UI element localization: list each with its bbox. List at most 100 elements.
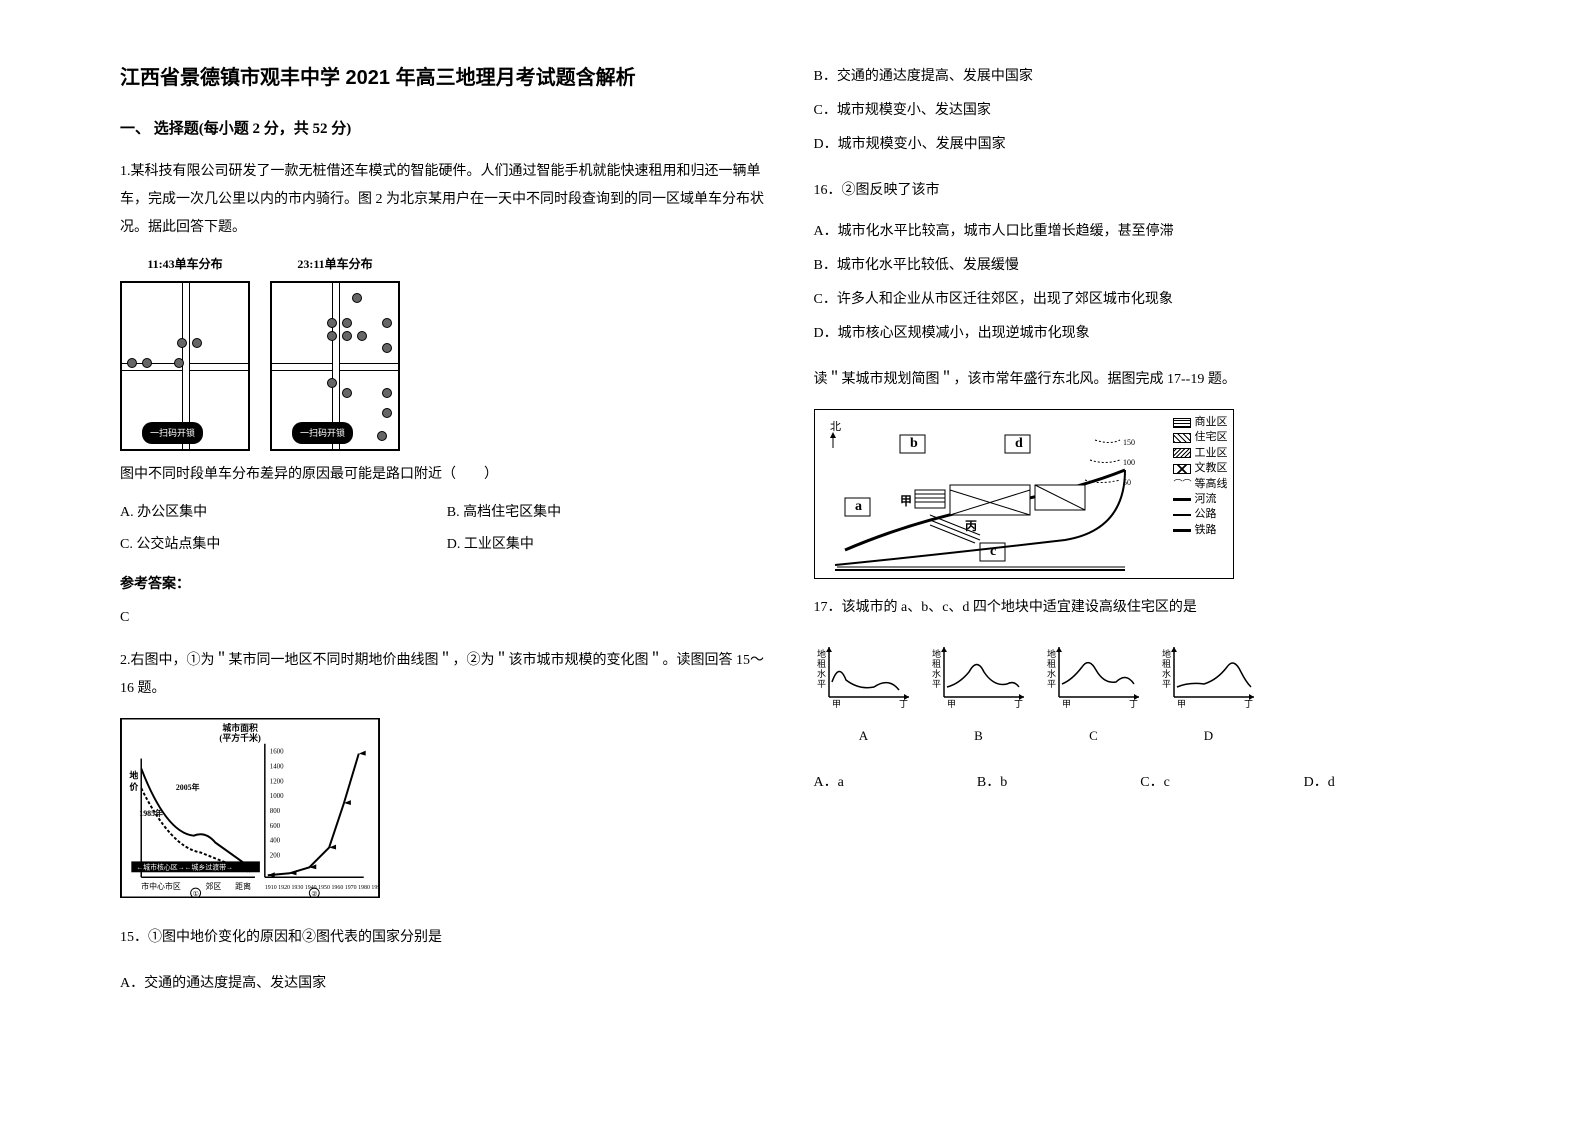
- option-c: C. 公交站点集中: [120, 529, 447, 561]
- option-b: B. 高档住宅区集中: [447, 497, 774, 529]
- map-image: 一扫码开锁: [120, 281, 250, 451]
- option-d: D．d: [1304, 768, 1467, 797]
- svg-text:100: 100: [1123, 458, 1135, 467]
- question-1: 1.某科技有限公司研发了一款无桩借还车模式的智能硬件。人们通过智能手机就能快速租…: [120, 158, 774, 632]
- svg-text:租: 租: [1047, 659, 1056, 669]
- svg-text:←城市核心区→←城乡过渡带→: ←城市核心区→←城乡过渡带→: [136, 862, 233, 871]
- city-planning-map: 北 b d a c 甲 乙 丙: [814, 409, 1234, 579]
- svg-text:水: 水: [932, 668, 941, 679]
- svg-text:1600: 1600: [270, 749, 284, 756]
- svg-text:甲: 甲: [900, 494, 912, 508]
- options: A. 办公区集中 B. 高档住宅区集中 C. 公交站点集中 D. 工业区集中: [120, 497, 774, 561]
- svg-text:平: 平: [1162, 679, 1171, 689]
- map-image: 一扫码开锁: [270, 281, 400, 451]
- svg-text:②: ②: [311, 890, 317, 898]
- svg-text:北: 北: [830, 420, 841, 433]
- svg-text:1400: 1400: [270, 763, 284, 770]
- svg-text:c: c: [990, 544, 996, 559]
- svg-text:200: 200: [270, 852, 281, 859]
- rent-level-charts: 地 租 水 平 甲 丁 A 地 租 水 平: [814, 642, 1468, 748]
- question-text: 2.右图中，①为＂某市同一地区不同时期地价曲线图＂，②为＂该市城市规模的变化图＂…: [120, 653, 764, 696]
- svg-text:租: 租: [932, 659, 941, 669]
- svg-text:水: 水: [1162, 668, 1171, 679]
- question-15-options-cont: B．交通的通达度提高、发展中国家 C．城市规模变小、发达国家 D．城市规模变小、…: [814, 60, 1468, 162]
- option-a: A．交通的通达度提高、发达国家: [120, 967, 774, 1001]
- svg-text:城市面积: 城市面积: [222, 722, 258, 733]
- bike-map-1143: 11:43单车分布 一扫码开锁: [120, 252, 250, 451]
- city-map-svg: 北 b d a c 甲 乙 丙: [815, 410, 1235, 580]
- answer-label: 参考答案：: [120, 571, 774, 599]
- question-text: 16．②图反映了该市: [814, 177, 1468, 205]
- svg-text:丁: 丁: [1129, 699, 1138, 709]
- question-text: 1.某科技有限公司研发了一款无桩借还车模式的智能硬件。人们通过智能手机就能快速租…: [120, 164, 764, 235]
- svg-text:地: 地: [129, 769, 138, 780]
- chart-label: B: [929, 724, 1029, 747]
- svg-text:平: 平: [1047, 679, 1056, 689]
- rent-chart-b: 地 租 水 平 甲 丁 B: [929, 642, 1029, 748]
- svg-text:600: 600: [270, 823, 281, 830]
- question-15-option-a: A．交通的通达度提高、发达国家: [120, 967, 774, 1001]
- option-b: B．交通的通达度提高、发展中国家: [814, 60, 1468, 94]
- scan-label: 一扫码开锁: [292, 422, 353, 444]
- svg-text:400: 400: [270, 838, 281, 845]
- rent-chart-a: 地 租 水 平 甲 丁 A: [814, 642, 914, 748]
- option-a: A. 办公区集中: [120, 497, 447, 529]
- question-2: 2.右图中，①为＂某市同一地区不同时期地价曲线图＂，②为＂该市城市规模的变化图＂…: [120, 647, 774, 952]
- option-b: B．城市化水平比较低、发展缓慢: [814, 249, 1468, 283]
- svg-text:租: 租: [817, 659, 826, 669]
- city-map-intro: 读＂某城市规划简图＂，该市常年盛行东北风。据图完成 17--19 题。: [814, 366, 1468, 394]
- svg-text:甲: 甲: [1062, 699, 1071, 709]
- bike-map-2311: 23:11单车分布 一扫码开锁: [270, 252, 400, 451]
- scan-label: 一扫码开锁: [142, 422, 203, 444]
- svg-text:地: 地: [1162, 648, 1171, 659]
- svg-text:甲: 甲: [1177, 699, 1186, 709]
- option-d: D．城市规模变小、发展中国家: [814, 128, 1468, 162]
- svg-text:d: d: [1015, 436, 1023, 451]
- rent-chart-d: 地 租 水 平 甲 丁 D: [1159, 642, 1259, 748]
- svg-text:800: 800: [270, 808, 281, 815]
- option-b: B．b: [977, 768, 1140, 797]
- option-a: A．a: [814, 768, 977, 797]
- svg-text:租: 租: [1162, 659, 1171, 669]
- svg-text:距离: 距离: [235, 881, 251, 891]
- svg-text:平: 平: [817, 679, 826, 689]
- svg-text:价: 价: [129, 782, 138, 792]
- chart-svg: 城市面积 (平方千米) 地 价 2005年 1985年 市中心市区 郊区 距离 …: [120, 718, 380, 898]
- option-c: C．c: [1140, 768, 1303, 797]
- option-a: A．城市化水平比较高，城市人口比重增长趋缓，甚至停滞: [814, 215, 1468, 249]
- svg-text:50: 50: [1123, 478, 1131, 487]
- question-17: 17．该城市的 a、b、c、d 四个地块中适宜建设高级住宅区的是: [814, 594, 1468, 622]
- svg-text:1000: 1000: [270, 793, 284, 800]
- svg-text:b: b: [910, 436, 918, 451]
- section-heading: 一、 选择题(每小题 2 分，共 52 分): [120, 116, 774, 143]
- svg-text:150: 150: [1123, 438, 1135, 447]
- svg-text:丁: 丁: [1244, 699, 1253, 709]
- map-legend: 商业区 住宅区 工业区 文教区 ⌒⌒等高线 河流 公路 铁路: [1173, 415, 1227, 538]
- chart-label: C: [1044, 724, 1144, 747]
- map-title: 23:11单车分布: [270, 252, 400, 276]
- svg-text:水: 水: [1047, 668, 1056, 679]
- question-text: 17．该城市的 a、b、c、d 四个地块中适宜建设高级住宅区的是: [814, 594, 1468, 622]
- svg-text:①: ①: [193, 890, 199, 898]
- svg-text:1200: 1200: [270, 778, 284, 785]
- chart-label: D: [1159, 724, 1259, 747]
- svg-text:郊区: 郊区: [206, 881, 222, 891]
- question-16: 16．②图反映了该市 A．城市化水平比较高，城市人口比重增长趋缓，甚至停滞 B．…: [814, 177, 1468, 351]
- answer-value: C: [120, 604, 774, 632]
- svg-text:市中心市区: 市中心市区: [141, 881, 181, 891]
- svg-text:地: 地: [817, 648, 826, 659]
- svg-text:a: a: [855, 499, 862, 514]
- svg-text:1985年: 1985年: [139, 808, 163, 818]
- svg-text:平: 平: [932, 679, 941, 689]
- page-title: 江西省景德镇市观丰中学 2021 年高三地理月考试题含解析: [120, 60, 774, 96]
- question-15-inline: 15．①图中地价变化的原因和②图代表的国家分别是: [120, 930, 442, 945]
- svg-text:甲: 甲: [832, 699, 841, 709]
- map-title: 11:43单车分布: [120, 252, 250, 276]
- final-options: A．a B．b C．c D．d: [814, 768, 1468, 797]
- option-d: D．城市核心区规模减小，出现逆城市化现象: [814, 317, 1468, 351]
- svg-text:水: 水: [817, 668, 826, 679]
- svg-text:1910 1920 1930 1940 1950 1960: 1910 1920 1930 1940 1950 1960 1970 1980 …: [265, 883, 380, 891]
- option-d: D. 工业区集中: [447, 529, 774, 561]
- rent-chart-c: 地 租 水 平 甲 丁 C: [1044, 642, 1144, 748]
- chart-label: A: [814, 724, 914, 747]
